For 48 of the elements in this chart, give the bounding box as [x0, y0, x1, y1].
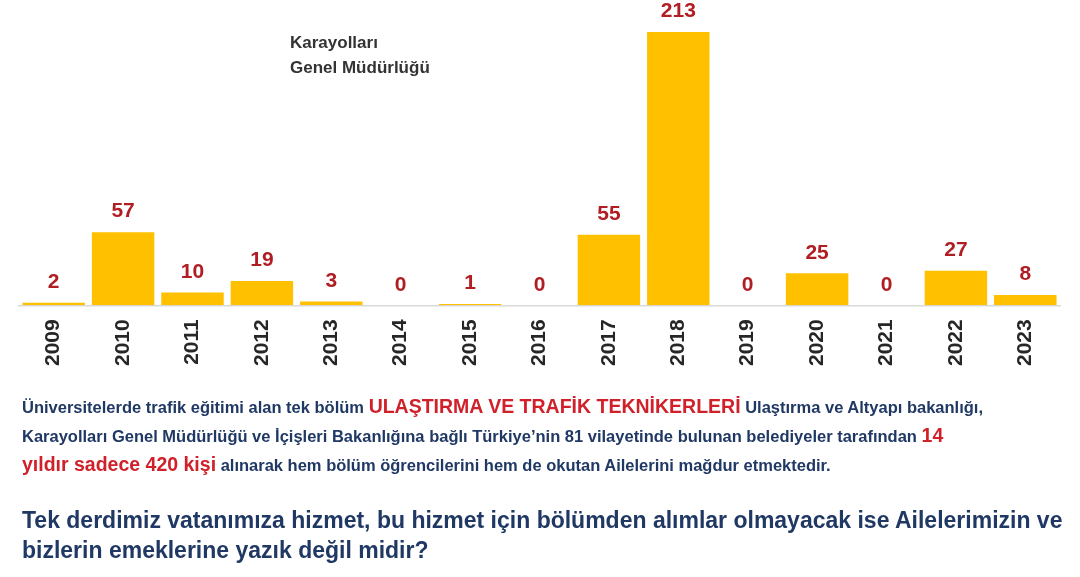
x-tick-label: 2009 [40, 319, 64, 366]
data-label: 0 [880, 271, 893, 295]
x-tick-label: 2012 [248, 319, 272, 366]
bar [230, 280, 294, 306]
text: Üniversitelerde trafik eğitimi alan tek bölüm [22, 397, 365, 418]
x-tick-label: 2017 [595, 319, 619, 366]
x-tick-label: 2020 [803, 319, 827, 366]
data-label: 213 [660, 0, 696, 22]
bar [577, 234, 641, 306]
data-label: 27 [944, 236, 968, 260]
text: alınarak hem bölüm öğrencilerini hem de okutan Ailelerini mağdur etmektedir. [220, 455, 831, 476]
text: Karayolları Genel Müdürlüğü ve İçişleri Bakanlığına bağlı Türkiye’nin 81 vilayetinde bulunan belediyeler tarafından [22, 426, 917, 447]
data-label: 57 [111, 198, 135, 222]
data-label: 8 [1019, 261, 1032, 285]
data-label: 0 [394, 271, 407, 295]
text: Karayolları Genel Müdürlüğü [290, 32, 430, 79]
x-tick-label: 2013 [318, 319, 342, 366]
x-tick-label: 2014 [387, 318, 411, 366]
data-label: 0 [741, 271, 754, 295]
data-label: 10 [180, 258, 205, 282]
bar [994, 295, 1057, 306]
data-label: 1 [464, 270, 477, 294]
text: 14 [921, 423, 944, 448]
text: ULAŞTIRMA VE TRAFİK TEKNİKERLERİ [368, 394, 741, 419]
bar [647, 32, 710, 306]
text: yıldır sadece 420 kişi [22, 452, 217, 477]
x-tick-label: 2019 [734, 319, 758, 366]
x-tick-label: 2018 [665, 318, 689, 366]
data-label: 0 [533, 271, 546, 295]
x-tick-label: 2010 [109, 319, 133, 366]
x-tick-label: 2023 [1012, 319, 1036, 366]
data-label: 2 [47, 269, 60, 293]
data-label: 55 [597, 201, 621, 225]
bar [924, 270, 988, 306]
bar [785, 273, 849, 306]
bar [91, 232, 155, 306]
data-label: 19 [250, 247, 274, 271]
x-tick-label: 2011 [179, 318, 203, 365]
text: Tek derdimiz vatanımıza hizmet, bu hizmet için bölümden alımlar olmayacak ise Ailelerimizin ve bizlerin emeklerine yazık değil midir? [22, 506, 1064, 565]
bar [300, 301, 363, 306]
bar [161, 292, 224, 306]
x-tick-label: 2015 [456, 318, 480, 366]
x-tick-label: 2022 [942, 319, 966, 366]
text: Ulaştırma ve Altyapı bakanlığı, [745, 397, 983, 418]
data-label: 25 [805, 239, 830, 263]
x-tick-label: 2021 [873, 318, 897, 366]
data-label: 3 [325, 267, 338, 291]
x-tick-label: 2016 [526, 319, 550, 366]
